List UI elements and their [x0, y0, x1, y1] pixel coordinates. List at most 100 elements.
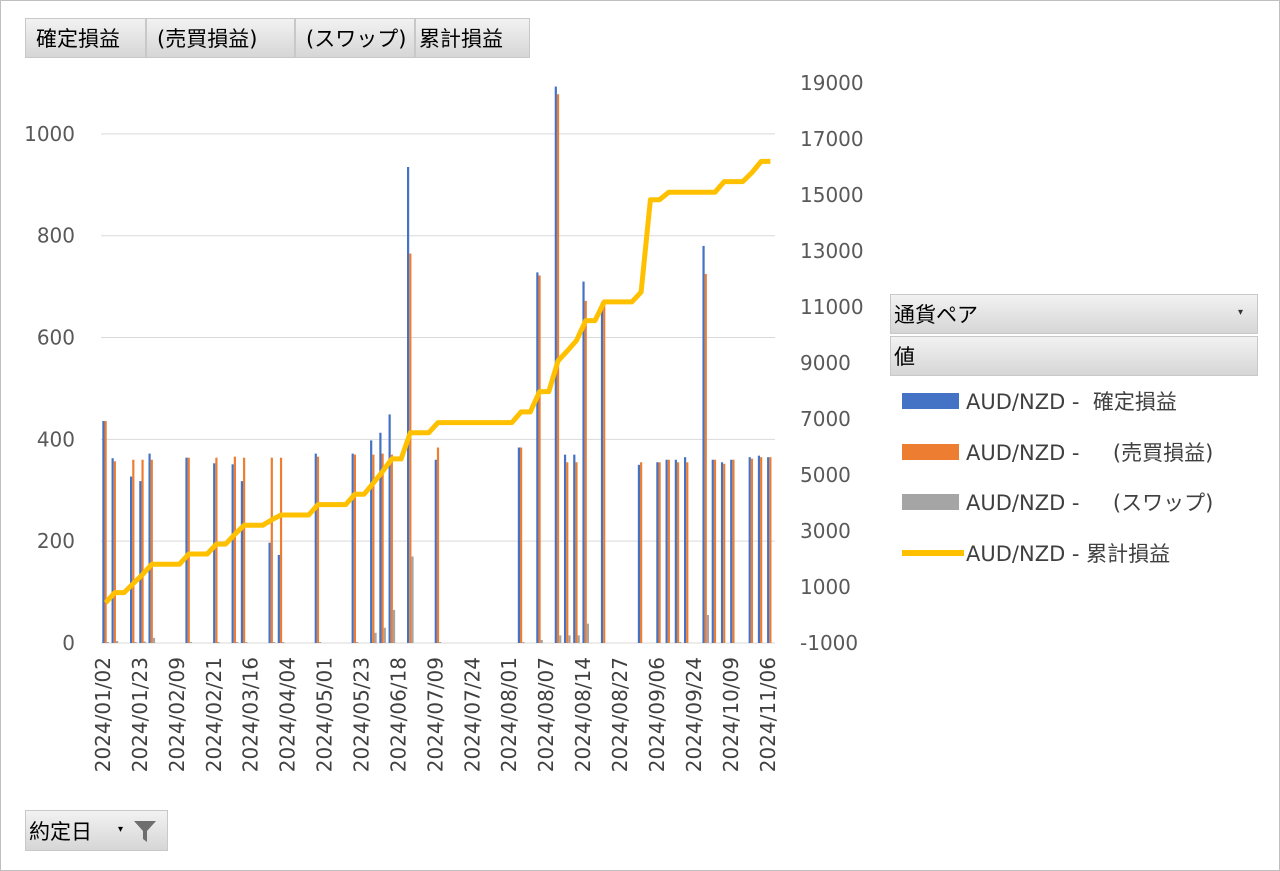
legend-item-swap[interactable]: AUD/NZD - (スワップ) — [902, 487, 1213, 517]
bar — [522, 641, 525, 643]
bar — [586, 623, 590, 643]
bar — [536, 272, 539, 643]
bar — [245, 641, 248, 643]
bar — [730, 459, 733, 643]
bar — [720, 462, 724, 643]
y2-tick-label: 7000 — [800, 407, 851, 431]
bar — [282, 641, 285, 643]
y2-tick-label: 11000 — [800, 295, 864, 319]
bar — [582, 281, 585, 643]
bar — [665, 459, 668, 643]
date-filter-label: 約定日 — [29, 819, 92, 844]
legend-values-label: 値 — [894, 345, 915, 369]
bar — [268, 542, 271, 643]
bar — [603, 301, 606, 643]
bar — [732, 459, 735, 643]
x-tick-label: 2024/08/27 — [608, 657, 632, 772]
x-tick-label: 2024/09/06 — [645, 657, 669, 772]
bar — [769, 457, 772, 643]
x-tick-label: 2024/07/09 — [423, 657, 447, 772]
bar — [102, 421, 105, 643]
bar — [189, 641, 193, 643]
bar — [235, 641, 239, 643]
y2-tick-label: 15000 — [800, 183, 864, 207]
dropdown-arrow-icon[interactable]: ▾ — [118, 824, 124, 835]
bar — [277, 554, 280, 643]
legend-header-label: 通貨ペア — [894, 303, 978, 327]
bar — [379, 432, 382, 643]
bar — [187, 457, 190, 643]
bar — [686, 462, 689, 643]
legend-currency-pair-header[interactable]: 通貨ペア ▾ — [890, 294, 1258, 334]
bar — [439, 641, 442, 643]
bar — [314, 453, 317, 643]
y2-tick-label: 17000 — [800, 127, 864, 151]
bar — [231, 464, 234, 643]
bar — [319, 641, 322, 643]
bar — [388, 414, 391, 643]
bar — [640, 462, 643, 643]
legend-item-cumulative[interactable]: AUD/NZD - 累計損益 — [902, 538, 1170, 568]
bar — [383, 627, 386, 643]
filter-funnel-icon[interactable] — [132, 818, 158, 844]
bar — [517, 447, 520, 643]
legend-label-swap: AUD/NZD - (スワップ) — [966, 491, 1214, 515]
legend-item-realized[interactable]: AUD/NZD - 確定損益 — [902, 386, 1177, 416]
bar — [411, 556, 414, 643]
y-tick-label: 800 — [37, 224, 75, 248]
bar — [272, 641, 276, 643]
bar — [679, 641, 682, 643]
field-button-cumulative[interactable]: 累計損益 — [415, 18, 530, 58]
legend-swatch-blue — [902, 393, 959, 409]
bar — [356, 641, 359, 643]
date-filter-button[interactable]: 約定日 ▾ — [25, 810, 168, 851]
legend-label-realized: AUD/NZD - 確定損益 — [966, 390, 1177, 414]
bar — [141, 459, 144, 643]
bar — [748, 457, 751, 643]
x-tick-label: 2024/04/04 — [276, 657, 300, 772]
bar — [139, 481, 142, 643]
bar — [217, 641, 220, 643]
bar — [185, 457, 188, 643]
field-button-swap[interactable]: (スワップ) — [295, 18, 415, 58]
x-tick-label: 2024/08/14 — [571, 657, 595, 772]
bar — [674, 459, 677, 643]
y-tick-label: 400 — [37, 427, 75, 451]
x-tick-label: 2024/07/24 — [460, 657, 484, 772]
bar — [436, 447, 440, 643]
bar — [656, 462, 659, 643]
bar — [111, 458, 114, 643]
bar — [573, 454, 576, 643]
y-tick-label: 200 — [37, 529, 75, 553]
y2-tick-label: 13000 — [800, 239, 864, 263]
bar — [767, 457, 770, 643]
legend-swatch-gray — [902, 494, 959, 510]
bar — [243, 457, 246, 643]
bar — [723, 463, 726, 643]
bar — [683, 457, 687, 643]
bar — [711, 459, 714, 643]
legend-item-trade[interactable]: AUD/NZD - (売買損益) — [902, 437, 1213, 467]
dropdown-arrow-icon[interactable]: ▾ — [1237, 307, 1243, 318]
field-button-realized[interactable]: 確定損益 — [25, 18, 146, 58]
x-tick-label: 2024/02/09 — [165, 657, 189, 772]
bar — [143, 641, 146, 643]
x-tick-label: 2024/01/02 — [91, 657, 115, 772]
bar — [215, 457, 218, 643]
legend-label-trade: AUD/NZD - (売買損益) — [966, 441, 1214, 465]
y-tick-label: 1000 — [24, 122, 75, 146]
field-button-trade[interactable]: (売買損益) — [146, 18, 295, 58]
y2-tick-label: -1000 — [800, 631, 858, 655]
bar — [316, 456, 320, 643]
x-tick-label: 2024/08/01 — [497, 657, 521, 772]
bar — [667, 459, 670, 643]
x-tick-label: 2024/06/18 — [387, 657, 411, 772]
bar — [600, 301, 604, 643]
bar — [704, 273, 707, 643]
bar — [637, 464, 641, 643]
legend-swatch-yellow-line — [902, 550, 964, 556]
bar — [372, 454, 375, 643]
bar — [750, 458, 754, 643]
bar — [706, 615, 710, 643]
bar — [115, 640, 119, 643]
